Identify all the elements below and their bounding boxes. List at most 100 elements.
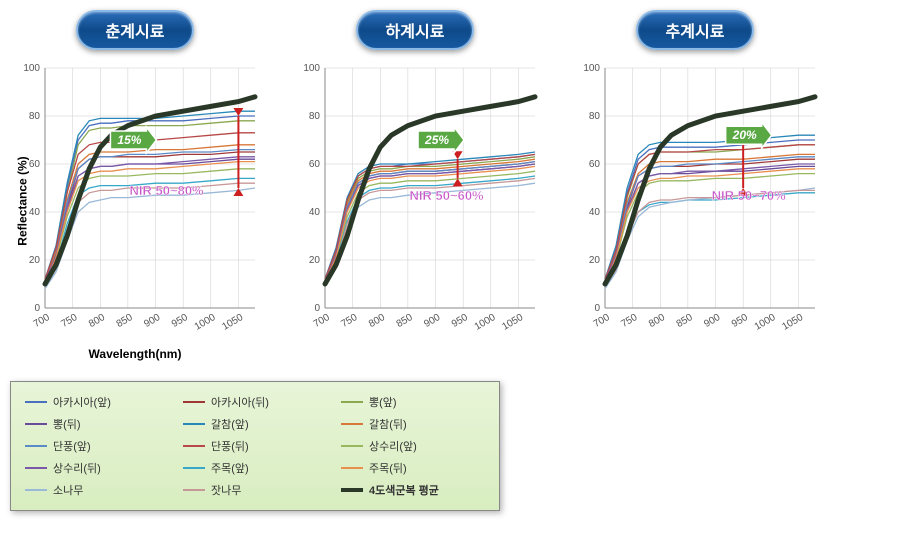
legend-label: 단풍(앞)	[53, 438, 91, 454]
badge-text: 15%	[117, 133, 141, 147]
y-tick-label: 20	[589, 255, 601, 266]
x-tick-label: 800	[647, 312, 667, 330]
legend-item: 아카시아(뒤)	[183, 394, 327, 410]
legend-item: 상수리(앞)	[341, 438, 485, 454]
x-tick-label: 850	[675, 312, 695, 330]
legend-swatch	[341, 467, 363, 469]
y-axis-label: Reflectance (%)	[16, 156, 30, 245]
x-tick-label: 1000	[193, 312, 218, 333]
legend-swatch	[25, 445, 47, 447]
chart-title: 하계시료	[356, 10, 475, 50]
y-tick-label: 20	[29, 255, 41, 266]
legend-label: 소나무	[53, 482, 83, 498]
series-line	[45, 159, 255, 284]
x-tick-label: 800	[367, 312, 387, 330]
x-tick-label: 950	[170, 312, 190, 330]
x-tick-label: 700	[32, 312, 52, 330]
series-line	[605, 154, 815, 281]
chart-title: 춘계시료	[76, 10, 195, 50]
y-tick-label: 0	[314, 303, 320, 314]
x-tick-label: 1050	[500, 312, 525, 333]
legend-swatch	[25, 467, 47, 469]
chart-title: 추계시료	[636, 10, 755, 50]
x-tick-label: 700	[312, 312, 332, 330]
legend-label: 4도색군복 평균	[369, 482, 439, 498]
x-tick-label: 700	[592, 312, 612, 330]
chart-svg: 0204060801007007508008509009501000105025…	[290, 58, 540, 338]
x-tick-label: 1000	[473, 312, 498, 333]
legend-label: 갈참(뒤)	[369, 416, 407, 432]
legend-swatch	[341, 488, 363, 492]
legend-item: 단풍(앞)	[25, 438, 169, 454]
x-tick-label: 950	[730, 312, 750, 330]
legend-label: 상수리(앞)	[369, 438, 417, 454]
x-tick-label: 750	[339, 312, 359, 330]
legend-swatch	[183, 401, 205, 403]
legend-swatch	[25, 489, 47, 491]
badge-text: 20%	[732, 128, 757, 142]
chart-box: Reflectance (%) 0 20 40 60 80 100 700 750 800 850 9…	[10, 58, 260, 343]
x-tick-label: 1050	[780, 312, 805, 333]
legend-swatch	[25, 423, 47, 425]
x-axis-label: Wavelength(nm)	[89, 347, 182, 361]
legend-label: 뽕(앞)	[369, 394, 397, 410]
y-tick-label: 40	[29, 207, 41, 218]
x-tick-label: 850	[395, 312, 415, 330]
legend-item: 단풍(뒤)	[183, 438, 327, 454]
legend-item: 갈참(앞)	[183, 416, 327, 432]
x-tick-label: 900	[422, 312, 442, 330]
y-tick-label: 40	[589, 207, 601, 218]
x-tick-label: 1050	[220, 312, 245, 333]
legend-label: 상수리(뒤)	[53, 460, 101, 476]
x-tick-label: 900	[702, 312, 722, 330]
nir-range-text: NIR 50~80%	[130, 183, 205, 198]
y-tick-label: 100	[23, 63, 40, 74]
x-tick-label: 1000	[753, 312, 778, 333]
y-tick-label: 60	[29, 159, 41, 170]
legend-label: 갈참(앞)	[211, 416, 249, 432]
legend-item: 잣나무	[183, 482, 327, 498]
legend-label: 잣나무	[211, 482, 241, 498]
chart-box: 0204060801007007508008509009501000105025…	[290, 58, 540, 343]
x-tick-label: 750	[619, 312, 639, 330]
chart-box: 0204060801007007508008509009501000105020…	[570, 58, 820, 343]
x-tick-label: 800	[87, 312, 107, 330]
legend-item: 갈참(뒤)	[341, 416, 485, 432]
y-tick-label: 100	[583, 63, 600, 74]
range-arrow-icon	[233, 188, 243, 196]
chart-svg: 0204060801007007508008509009501000105020…	[570, 58, 820, 338]
legend-item: 뽕(뒤)	[25, 416, 169, 432]
legend-swatch	[25, 401, 47, 403]
chart-col-2: 추계시료020406080100700750800850900950100010…	[570, 10, 820, 361]
legend-item: 아카시아(앞)	[25, 394, 169, 410]
x-tick-label: 750	[59, 312, 79, 330]
legend-label: 주목(뒤)	[369, 460, 407, 476]
x-tick-label: 850	[115, 312, 135, 330]
legend-grid: 아카시아(앞) 아카시아(뒤) 뽕(앞) 뽕(뒤) 갈참(앞) 갈참(뒤) 단풍(앞) 단풍(…	[25, 394, 485, 498]
y-tick-label: 0	[594, 303, 600, 314]
legend-item: 4도색군복 평균	[341, 482, 485, 498]
badge-text: 25%	[424, 133, 449, 147]
x-tick-label: 900	[142, 312, 162, 330]
y-tick-label: 80	[309, 111, 321, 122]
chart-col-1: 하계시료020406080100700750800850900950100010…	[290, 10, 540, 361]
legend-box: 아카시아(앞) 아카시아(뒤) 뽕(앞) 뽕(뒤) 갈참(앞) 갈참(뒤) 단풍(앞) 단풍(…	[10, 381, 500, 511]
legend-label: 아카시아(뒤)	[211, 394, 269, 410]
x-tick-label: 950	[450, 312, 470, 330]
legend-swatch	[183, 489, 205, 491]
y-tick-label: 0	[34, 303, 40, 314]
y-tick-label: 80	[589, 111, 601, 122]
legend-item: 주목(뒤)	[341, 460, 485, 476]
legend-label: 아카시아(앞)	[53, 394, 111, 410]
legend-swatch	[183, 445, 205, 447]
y-tick-label: 40	[309, 207, 321, 218]
charts-row: 춘계시료Reflectance (%)020406080100700750800…	[10, 10, 907, 361]
legend-item: 상수리(뒤)	[25, 460, 169, 476]
legend-item: 소나무	[25, 482, 169, 498]
y-tick-label: 80	[29, 111, 41, 122]
legend-label: 뽕(뒤)	[53, 416, 81, 432]
chart-col-0: 춘계시료 Reflectance (%) 0 20 40 60 80 100 700 750 800…	[10, 10, 260, 361]
legend-swatch	[341, 401, 363, 403]
legend-swatch	[183, 423, 205, 425]
nir-range-text: NIR 50~60%	[410, 188, 485, 203]
